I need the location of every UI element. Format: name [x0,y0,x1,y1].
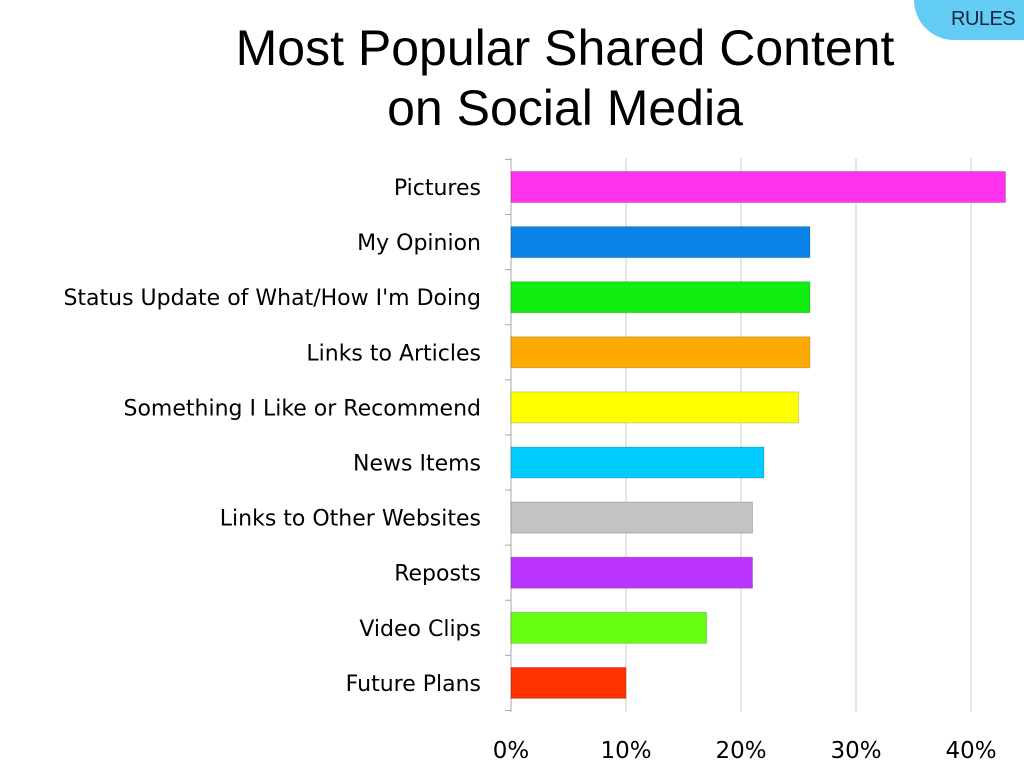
x-tick-label: 0% [493,738,530,764]
bar [510,446,765,479]
bar [510,281,811,314]
category-labels: Pictures My Opinion Status Update of What/… [63,176,481,697]
bar [510,171,1006,203]
category-label: Video Clips [359,617,481,642]
x-axis-tick-labels: 0% 10% 20% 30% 40% [493,738,997,764]
category-label: Status Update of What/How I'm Doing [63,286,481,311]
bar [510,666,627,699]
bars [510,171,1006,699]
chart-title-line-1: Most Popular Shared Content [235,20,895,76]
bar [510,556,753,589]
category-label: Something I Like or Recommend [124,396,482,421]
x-tick-label: 20% [715,738,766,764]
category-label: Future Plans [346,672,481,697]
chart-title-line-2: on Social Media [387,80,743,136]
category-label: Pictures [394,176,481,201]
category-label: Links to Other Websites [220,507,481,532]
rules-badge-text: RULES [951,8,1016,30]
bar [510,391,799,424]
bar [510,501,753,534]
bar [510,611,707,644]
bar [510,336,811,369]
category-label: Reposts [394,562,481,587]
category-label: My Opinion [357,231,481,256]
category-label: Links to Articles [306,341,481,366]
chart-title: Most Popular Shared Content on Social Me… [150,18,980,138]
bar [510,226,811,259]
x-tick-label: 30% [830,738,881,764]
x-tick-label: 40% [945,738,996,764]
category-label: News Items [353,452,481,477]
x-tick-label: 10% [600,738,651,764]
rules-badge [914,0,1024,40]
